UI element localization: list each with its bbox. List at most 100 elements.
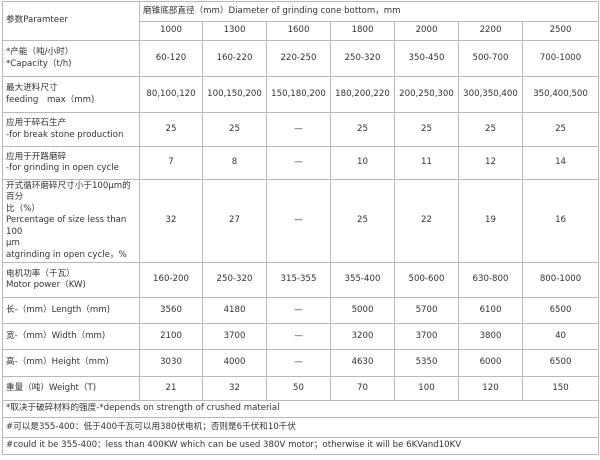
table-cell: 6500 [521, 349, 600, 377]
table-cell: 80,100,120 [139, 76, 203, 113]
table-cell: 200,250,300 [394, 76, 459, 113]
size-header: 1000 [139, 21, 203, 41]
row-label: 应用于开路磨碎 -for grinding in open cycle [2, 146, 140, 180]
row-label: 高-（mm）Height（mm) [2, 349, 140, 377]
row-label-line: 高-（mm）Height（mm) [6, 357, 109, 368]
row-label-line: atgrinding in open cycle，% [6, 249, 127, 260]
table-cell: 3200 [330, 323, 395, 350]
row-label-line: μm [6, 238, 20, 249]
table-cell: 3700 [394, 323, 459, 350]
table-cell: 350-450 [394, 40, 459, 77]
table-cell: 500-600 [394, 262, 459, 298]
table-cell: 3560 [139, 297, 203, 324]
table-cell: 70 [330, 376, 395, 401]
table-cell: 25 [139, 112, 203, 147]
table-cell: 4000 [202, 349, 267, 377]
table-cell: 220-250 [266, 40, 331, 77]
table-cell: 4180 [202, 297, 267, 324]
footnote-row: #可以是355-400：低于400千瓦可以用380伏电机；否则是6千伏和10千伏 [1, 417, 600, 438]
table-cell: 8 [202, 146, 267, 180]
table-cell: 5700 [394, 297, 459, 324]
size-header: 1300 [202, 21, 267, 41]
table-cell: 21 [139, 376, 203, 401]
footnote: *取决于破碎材料的强度-*depends on strength of crus… [1, 400, 600, 418]
table-cell: 10 [330, 146, 395, 180]
table-cell: 6100 [458, 297, 523, 324]
table-cell: 160-220 [202, 40, 267, 77]
table-cell: 2100 [139, 323, 203, 350]
table-row: *产能（吨/小时） *Capacity（t/h) 60-120 160-220 220-… [2, 40, 600, 77]
row-label-line: 应用于碎石生产 [6, 118, 67, 128]
table-row: 长-（mm）Length（mm) 3560 4180—5000 5700 6100 650… [2, 297, 600, 324]
row-label: 宽-（mm）Width（mm) [2, 323, 140, 350]
size-header: 2500 [521, 21, 600, 41]
diameter-header: 磨锥底部直径（mm）Diameter of grinding cone bott… [138, 1, 600, 22]
row-label-line: 重量（吨）Weight（T) [6, 382, 97, 393]
row-label-line: 宽-（mm）Width（mm) [6, 330, 106, 341]
table-cell: — [266, 146, 331, 180]
footnote: #could it be 355-400：less than 400KW whi… [1, 437, 600, 455]
table-cell: 350,400,500 [521, 76, 600, 113]
table-cell: — [266, 112, 331, 147]
table-cell: 160-200 [139, 262, 203, 298]
table-cell: 25 [330, 112, 395, 147]
row-label-line: 长-（mm）Length（mm) [6, 304, 110, 315]
size-header: 2000 [394, 21, 459, 41]
table-cell: — [266, 179, 331, 263]
table-cell: 800-1000 [521, 262, 600, 298]
footnote: #可以是355-400：低于400千瓦可以用380伏电机；否则是6千伏和10千伏 [1, 417, 600, 438]
table-row: 开式循环磨碎尺寸小于100μm的百分 比（%） Percentage of size… [2, 179, 600, 263]
table-row: 重量（吨）Weight（T) 21 32 50 70 100 120 150 [2, 376, 600, 401]
table-row: 最大进料尺寸 feeding max（mm) 80,100,120 100,150,2… [2, 76, 600, 113]
row-label: 重量（吨）Weight（T) [2, 376, 140, 401]
row-label-line: *Capacity（t/h) [6, 58, 72, 69]
table-cell: 250-320 [202, 262, 267, 298]
table-cell: 25 [330, 179, 395, 263]
row-label-line: -for break stone production [6, 129, 124, 140]
table-cell: 50 [266, 376, 331, 401]
table-cell: 14 [521, 146, 600, 180]
table-row: 宽-（mm）Width（mm) 2100 3700—3200 3700 3800 40 [2, 323, 600, 350]
table-row: 高-（mm）Height（mm) 3030 4000—4630 5350 6000 650… [2, 349, 600, 377]
table-cell: 40 [521, 323, 600, 350]
table-cell: 27 [202, 179, 267, 263]
header-row-1: 参数Paramteer 磨锥底部直径（mm）Diameter of grindi… [2, 1, 600, 41]
table-cell: 500-700 [458, 40, 523, 77]
table-row: 应用于开路磨碎 -for grinding in open cycle 7 8—10 1… [2, 146, 600, 180]
row-label-line: Percentage of size less than 100 [6, 215, 127, 237]
size-header: 2200 [458, 21, 523, 41]
table-cell: 25 [521, 112, 600, 147]
table-cell: 60-120 [139, 40, 203, 77]
table-cell: 6500 [521, 297, 600, 324]
table-cell: 150,180,200 [266, 76, 331, 113]
row-label-line: *产能（吨/小时） [6, 47, 74, 57]
row-label-line: feeding max（mm) [6, 94, 95, 105]
param-header: 参数Paramteer [2, 1, 140, 41]
table-cell: 180,200,220 [330, 76, 395, 113]
size-header: 1600 [266, 21, 331, 41]
table-cell: 32 [202, 376, 267, 401]
table-cell: — [266, 323, 331, 350]
row-label-line: 比（%） [6, 203, 40, 214]
row-label-line: 电机功率（千瓦） [6, 268, 75, 279]
footnote-row: #could it be 355-400：less than 400KW whi… [1, 437, 600, 455]
row-label: *产能（吨/小时） *Capacity（t/h) [2, 40, 140, 77]
row-label: 长-（mm）Length（mm) [2, 297, 140, 324]
table-cell: 3800 [458, 323, 523, 350]
table-row: 应用于碎石生产 -for break stone production 25 25—2… [2, 112, 600, 147]
table-cell: 6000 [458, 349, 523, 377]
size-header-row: 1000 1300 1600 1800 2000 2200 2500 [3, 21, 600, 41]
table-cell: 3700 [202, 323, 267, 350]
table-cell: 12 [458, 146, 523, 180]
table-cell: 315-355 [266, 262, 331, 298]
row-label: 开式循环磨碎尺寸小于100μm的百分 比（%） Percentage of size… [2, 179, 140, 263]
table-cell: 25 [394, 112, 459, 147]
row-label: 最大进料尺寸 feeding max（mm) [2, 76, 140, 113]
table-cell: 5350 [394, 349, 459, 377]
table-cell: 25 [458, 112, 523, 147]
table-row: 电机功率（千瓦） Motor power（KW) 160-200 250-320 315… [2, 262, 600, 298]
table-cell: 7 [139, 146, 203, 180]
table-cell: — [266, 297, 331, 324]
